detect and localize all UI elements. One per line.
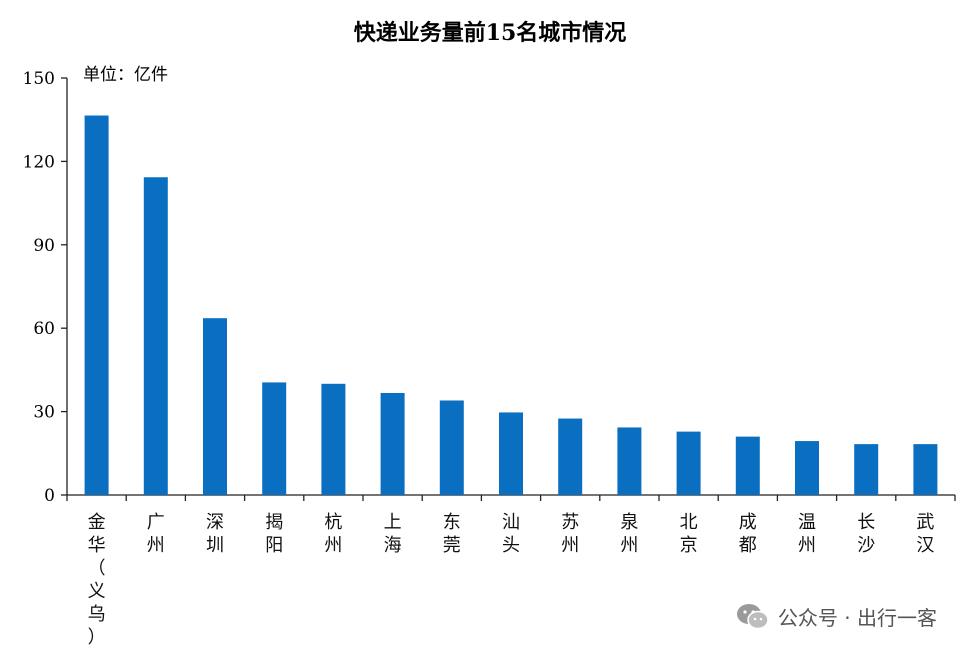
- x-tick-label: 泉州: [620, 512, 638, 556]
- bar: [499, 412, 523, 495]
- x-tick-label: 汕头: [502, 512, 520, 556]
- y-tick-label: 120: [23, 152, 55, 172]
- bar-series: [84, 115, 938, 495]
- x-tick-label: 揭阳: [265, 512, 283, 556]
- bar: [143, 177, 168, 495]
- y-tick-label: 0: [44, 486, 55, 506]
- bar: [913, 444, 938, 495]
- x-tick-label: 金华（义乌）: [88, 512, 106, 648]
- x-tick-label: 苏州: [561, 512, 579, 556]
- y-tick-label: 30: [33, 403, 55, 423]
- wechat-icon: [736, 603, 769, 629]
- y-tick-label: 150: [23, 69, 55, 89]
- bar: [558, 418, 583, 495]
- x-tick-label: 东莞: [443, 512, 461, 556]
- x-tick-label: 上海: [384, 512, 402, 556]
- bar: [380, 392, 405, 495]
- x-tick-label: 深圳: [206, 512, 224, 556]
- x-axis: [66, 494, 956, 501]
- x-tick-label: 北京: [680, 512, 698, 556]
- y-axis: 0 30 60 90 120 150: [23, 69, 68, 506]
- bar: [321, 383, 346, 495]
- x-tick-label: 武汉: [916, 512, 934, 556]
- bar: [795, 441, 819, 495]
- x-tick-label: 杭州: [324, 512, 342, 556]
- x-tick-label: 广州: [147, 512, 165, 556]
- x-tick-label: 成都: [739, 512, 757, 556]
- x-tick-label: 温州: [798, 512, 816, 556]
- bar: [84, 115, 109, 495]
- chart-title: 快递业务量前15名城市情况: [354, 20, 627, 46]
- bar: [617, 427, 642, 495]
- bar: [735, 436, 760, 495]
- bar: [439, 400, 464, 495]
- bar: [203, 318, 227, 495]
- x-tick-label: 长沙: [857, 512, 875, 556]
- y-tick-label: 90: [33, 236, 55, 256]
- bar: [676, 431, 701, 495]
- unit-label: 单位：亿件: [83, 65, 168, 85]
- watermark-text: 公众号 · 出行一客: [777, 606, 937, 630]
- bar: [262, 382, 287, 495]
- y-tick-label: 60: [33, 319, 55, 339]
- watermark: 公众号 · 出行一客: [736, 602, 937, 631]
- bar: [854, 444, 879, 495]
